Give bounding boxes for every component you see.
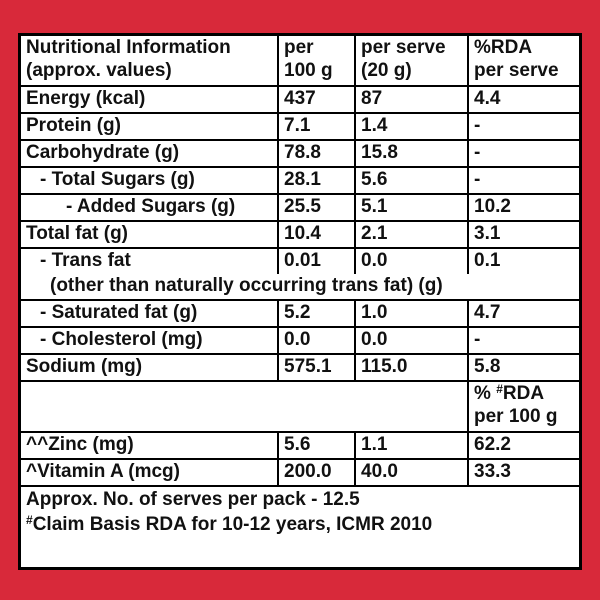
nutrient-value: - [467,112,579,141]
nutrient-value: 15.8 [354,139,469,168]
header-line: per [284,37,314,58]
rda-header-row: % #RDA per 100 g [21,380,579,433]
nutrient-value: 7.1 [277,112,356,141]
nutrition-table: Nutritional Information (approx. values) p… [21,36,579,540]
nutrient-value: 5.2 [277,299,356,328]
nutrient-value: 2.1 [354,220,469,249]
header-cell: per 100 g [277,36,356,87]
header-cell: Nutritional Information (approx. values) [21,36,279,87]
nutrient-value: 4.7 [467,299,579,328]
rda-header: % #RDA per 100 g [467,380,579,433]
nutrient-row: - Total Sugars (g) 28.1 5.6- [21,166,579,195]
nutrient-label: ^Vitamin A (mcg) [21,458,279,487]
nutrient-row: - Cholesterol (mg) 0.0 0.0- [21,326,579,355]
nutrient-value: 78.8 [277,139,356,168]
rda-prefix: % [474,383,497,404]
header-line: (20 g) [361,60,412,81]
nutrient-value: 10.4 [277,220,356,249]
nutrient-value: 575.1 [277,353,356,382]
nutrient-row: Energy (kcal) 437 87 4.4 [21,85,579,114]
footer-line2: Claim Basis RDA for 10-12 years, ICMR 20… [32,514,433,535]
nutrient-value: 0.01 [277,247,356,274]
header-row: Nutritional Information (approx. values) p… [21,36,579,87]
nutrient-label: ^^Zinc (mg) [21,431,279,460]
nutrient-label: Total fat (g) [21,220,279,249]
nutrient-row: ^^Zinc (mg) 5.6 1.1 62.2 [21,431,579,460]
nutrient-value: 1.1 [354,431,469,460]
nutrient-value: 0.0 [277,326,356,355]
header-line: %RDA [474,37,533,58]
nutrient-row: - Trans fat 0.01 0.0 0.1 [21,247,579,274]
nutrient-value: 0.0 [354,326,469,355]
header-line: Nutritional Information [26,37,231,58]
nutrient-label: - Total Sugars (g) [21,166,279,195]
nutrient-label: Protein (g) [21,112,279,141]
nutrient-value: 0.1 [467,247,579,274]
nutrition-panel: Nutritional Information (approx. values) p… [18,33,582,570]
nutrient-value: 33.3 [467,458,579,487]
nutrient-label: - Cholesterol (mg) [21,326,279,355]
nutrient-value: 200.0 [277,458,356,487]
empty-cell [21,380,469,433]
nutrient-value: 5.6 [354,166,469,195]
nutrient-value: 28.1 [277,166,356,195]
nutrient-value: 1.0 [354,299,469,328]
footer-line2-wrap: #Claim Basis RDA for 10-12 years, ICMR 2… [26,512,574,537]
nutrient-row: Total fat (g) 10.4 2.1 3.1 [21,220,579,249]
footer-sup: # [26,513,33,527]
nutrient-value: 1.4 [354,112,469,141]
header-line: per serve [361,37,446,58]
nutrient-label: - Trans fat [21,247,279,274]
nutrient-value: 25.5 [277,193,356,222]
header-cell: per serve (20 g) [354,36,469,87]
nutrient-value: - [467,139,579,168]
nutrient-row: Carbohydrate (g) 78.8 15.8- [21,139,579,168]
nutrient-label: - Saturated fat (g) [21,299,279,328]
nutrient-row: - Saturated fat (g) 5.2 1.0 4.7 [21,299,579,328]
nutrient-value: 62.2 [467,431,579,460]
nutrient-value: 4.4 [467,85,579,114]
nutrient-row: ^Vitamin A (mcg) 200.0 40.0 33.3 [21,458,579,487]
footer: Approx. No. of serves per pack - 12.5 #Cl… [21,485,579,540]
header-cell: %RDA per serve [467,36,579,87]
nutrient-label: Sodium (mg) [21,353,279,382]
nutrient-value: 437 [277,85,356,114]
note-text: (other than naturally occurring trans fa… [21,274,579,301]
nutrient-value: 5.8 [467,353,579,382]
nutrient-value: 10.2 [467,193,579,222]
nutrient-label: - Added Sugars (g) [21,193,279,222]
rda-sup: # [496,382,503,396]
nutrient-value: 40.0 [354,458,469,487]
nutrient-value: - [467,166,579,195]
nutrient-label: Carbohydrate (g) [21,139,279,168]
header-line: per serve [474,60,559,81]
nutrient-value: 115.0 [354,353,469,382]
nutrient-row: - Added Sugars (g) 25.5 5.1 10.2 [21,193,579,222]
note-row: (other than naturally occurring trans fa… [21,274,579,301]
nutrient-row: Sodium (mg) 575.1 115.0 5.8 [21,353,579,382]
rda-line: % #RDA [474,382,574,405]
header-line: 100 g [284,60,333,81]
footer-row: Approx. No. of serves per pack - 12.5 #Cl… [21,485,579,540]
header-line: (approx. values) [26,60,172,81]
nutrient-value: 87 [354,85,469,114]
nutrient-label: Energy (kcal) [21,85,279,114]
nutrient-value: 0.0 [354,247,469,274]
rda-line2: per 100 g [474,406,558,427]
nutrient-value: - [467,326,579,355]
nutrient-value: 3.1 [467,220,579,249]
rda-suffix: RDA [502,383,545,404]
nutrient-value: 5.6 [277,431,356,460]
nutrient-row: Protein (g) 7.1 1.4- [21,112,579,141]
nutrient-value: 5.1 [354,193,469,222]
footer-line1: Approx. No. of serves per pack - 12.5 [26,489,360,510]
